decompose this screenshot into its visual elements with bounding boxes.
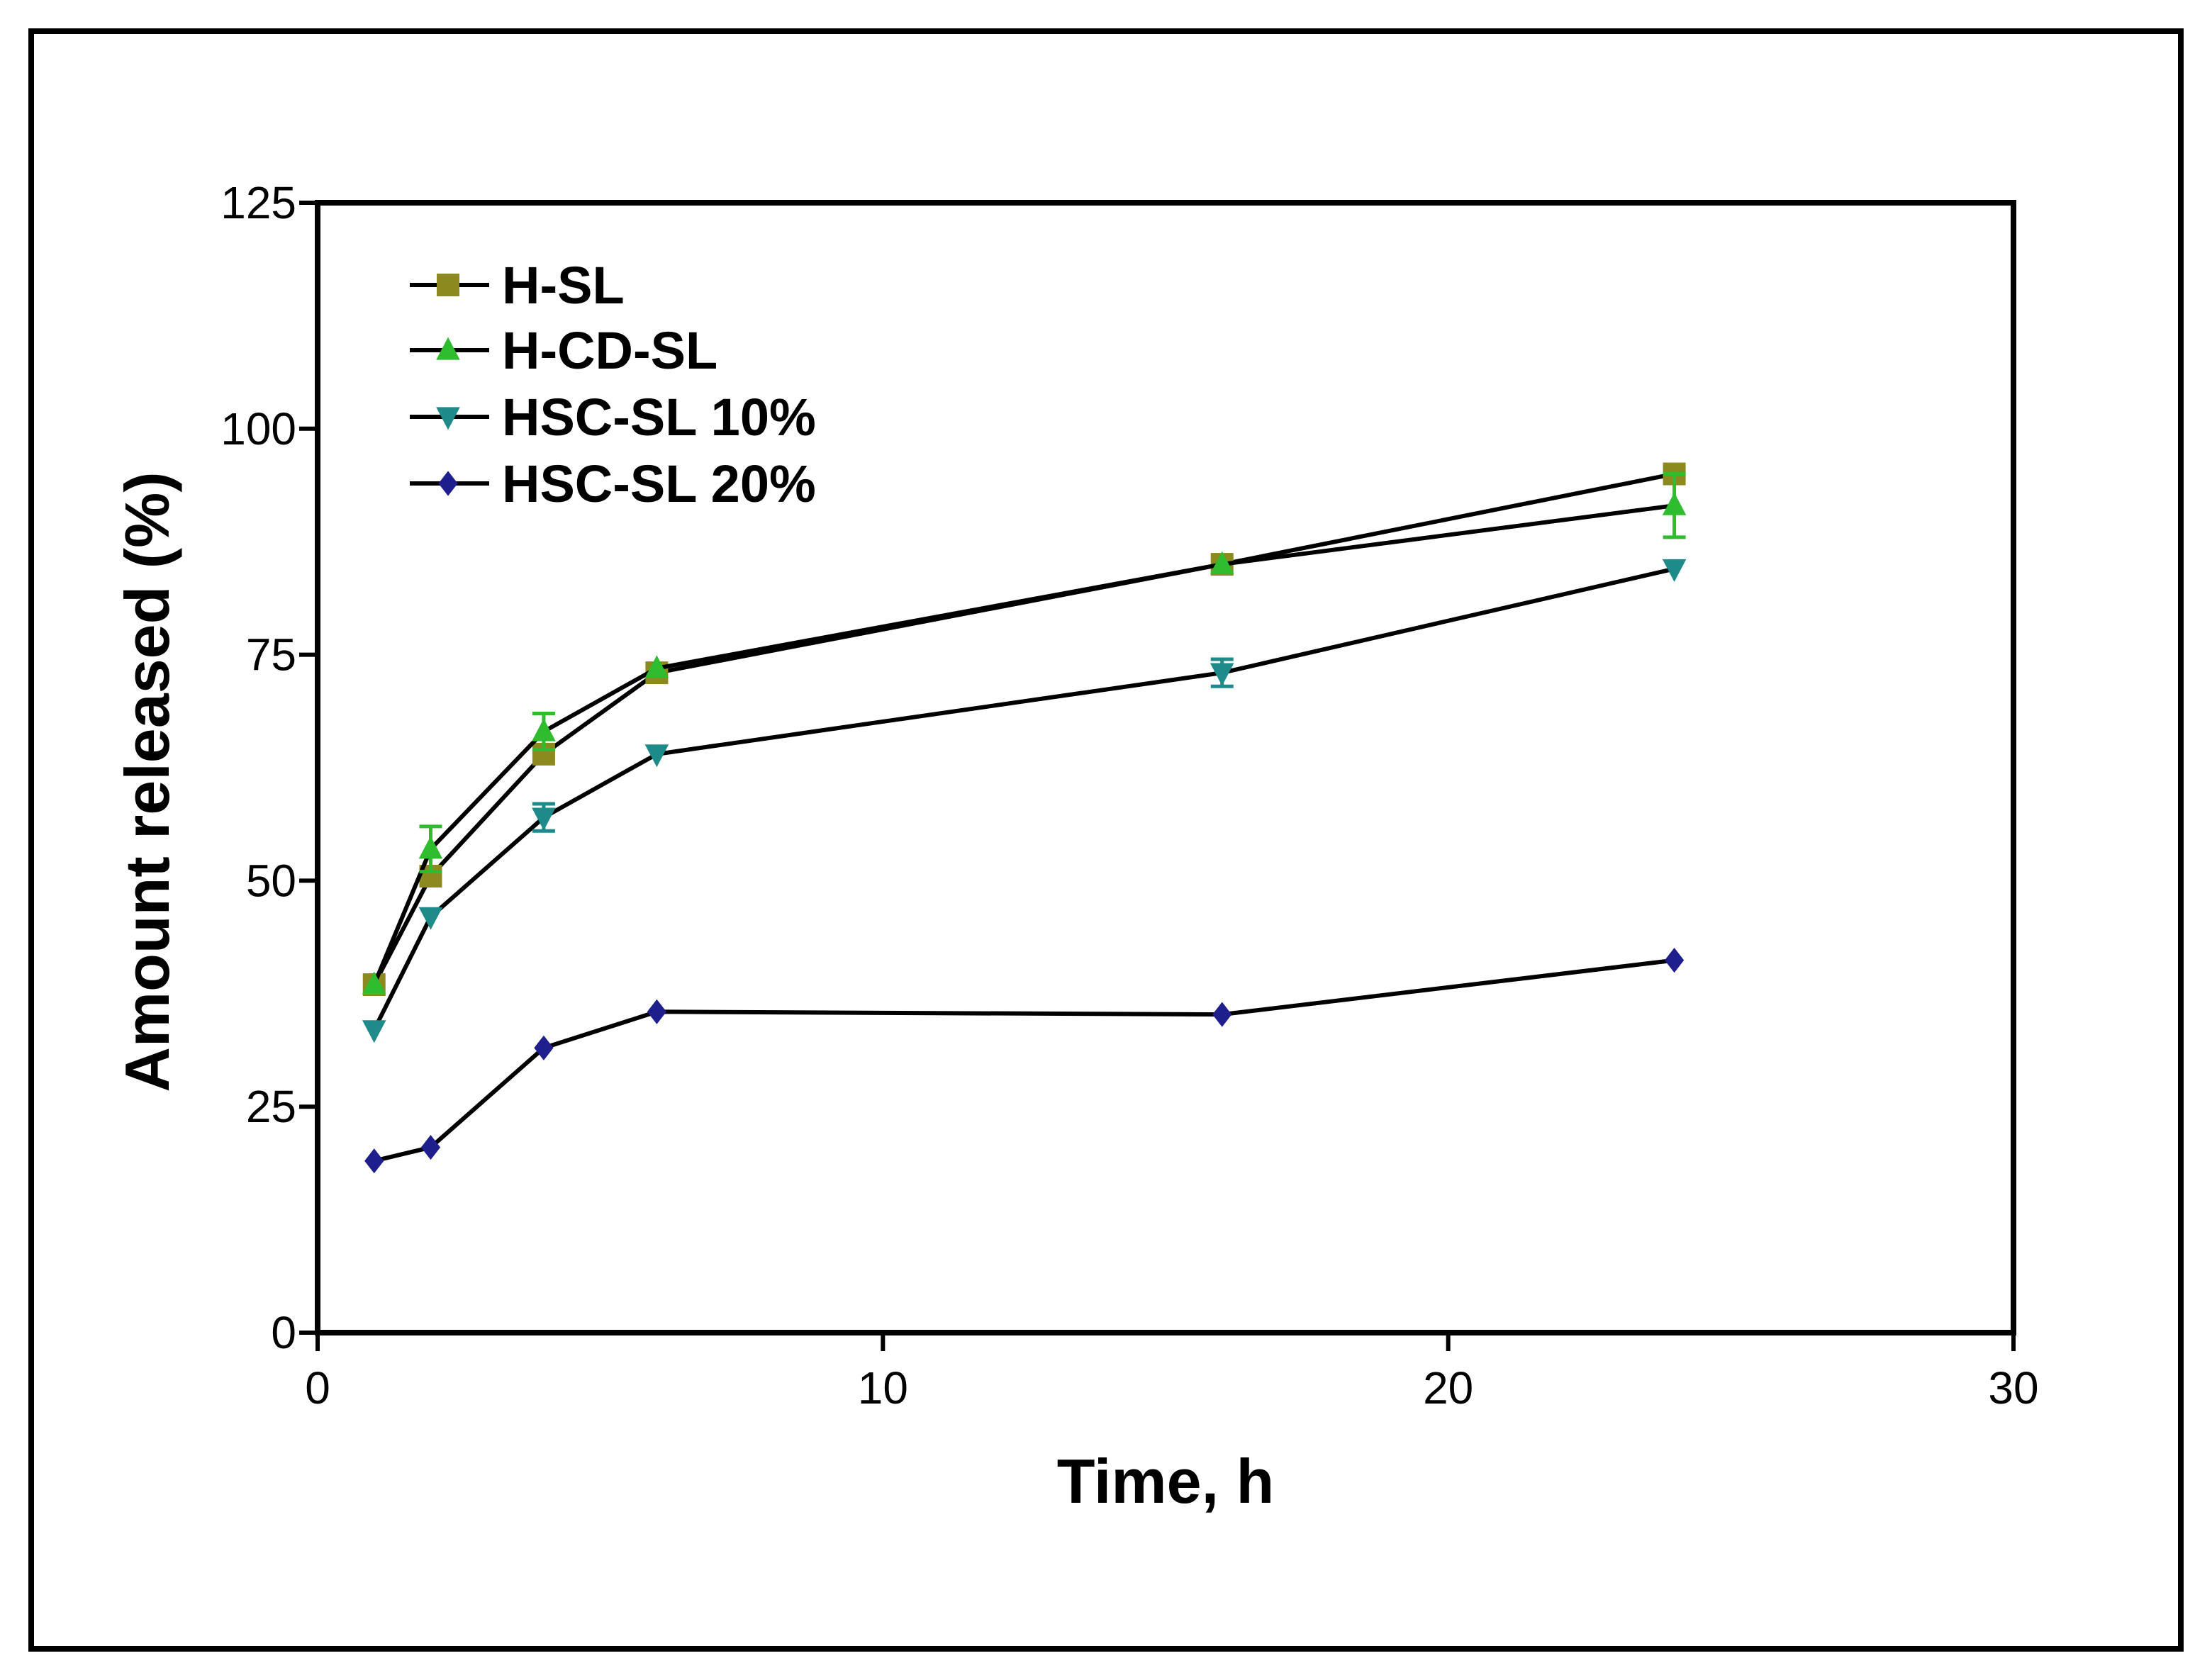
- data-point: [647, 999, 666, 1024]
- data-point: [420, 1134, 441, 1160]
- data-point: [1665, 948, 1685, 973]
- legend-label: H-CD-SL: [502, 321, 717, 380]
- data-point: [644, 744, 669, 768]
- data-point: [418, 907, 443, 930]
- legend-label: HSC-SL 10%: [502, 388, 816, 447]
- data-point: [1210, 663, 1234, 686]
- series-line: [374, 958, 1675, 1163]
- series-line: [372, 503, 1675, 986]
- series-h-sl: [362, 462, 1686, 997]
- x-axis-title: Time, h: [1057, 1446, 1274, 1516]
- series-hsc-sl-20-: [364, 948, 1685, 1174]
- y-tick-label: 125: [220, 177, 296, 228]
- legend-entry: HSC-SL 20%: [410, 454, 816, 513]
- x-tick-label: 0: [305, 1362, 330, 1413]
- legend-marker: [437, 274, 459, 296]
- x-tick-label: 10: [858, 1362, 908, 1413]
- axes: 0 10 20 30 0 25 50 75 100 125: [220, 177, 2038, 1413]
- data-point: [532, 807, 556, 831]
- legend-entry: HSC-SL 10%: [410, 388, 816, 447]
- series-h-cd-sl: [362, 472, 1687, 995]
- legend-label: H-SL: [502, 256, 625, 315]
- legend-label: HSC-SL 20%: [502, 454, 816, 513]
- x-tick-label: 30: [1988, 1362, 2038, 1413]
- data-point: [1210, 551, 1234, 574]
- data-point: [1662, 492, 1687, 515]
- data-point: [532, 718, 556, 741]
- series-line: [372, 471, 1675, 986]
- data-point: [364, 1148, 384, 1174]
- y-tick-label: 50: [246, 855, 296, 906]
- legend-marker: [436, 337, 460, 360]
- y-tick-label: 0: [271, 1307, 296, 1358]
- series-hsc-sl-10-: [362, 559, 1687, 1043]
- y-tick-label: 75: [246, 629, 296, 681]
- data-point: [1662, 559, 1687, 582]
- legend-entry: H-CD-SL: [410, 321, 717, 380]
- data-point: [418, 836, 443, 859]
- x-tick-label: 20: [1423, 1362, 1473, 1413]
- data-point: [1212, 1002, 1232, 1027]
- data-point: [644, 655, 669, 678]
- y-axis-title: Amount released (%): [112, 471, 182, 1092]
- data-point: [534, 1035, 554, 1060]
- legend-marker: [436, 407, 460, 430]
- y-tick-label: 25: [246, 1081, 296, 1132]
- series-line: [372, 566, 1675, 1031]
- legend: H-SL H-CD-SL HSC-SL 10% HSC-SL 20%: [410, 256, 816, 513]
- plot-frame: [315, 200, 2016, 1335]
- legend-entry: H-SL: [410, 256, 625, 315]
- y-tick-label: 100: [220, 403, 296, 454]
- legend-marker: [438, 471, 458, 496]
- data-point: [362, 1020, 386, 1043]
- data-point: [362, 971, 386, 995]
- series-layer: [362, 462, 1687, 1174]
- figure-frame: [28, 28, 2184, 1652]
